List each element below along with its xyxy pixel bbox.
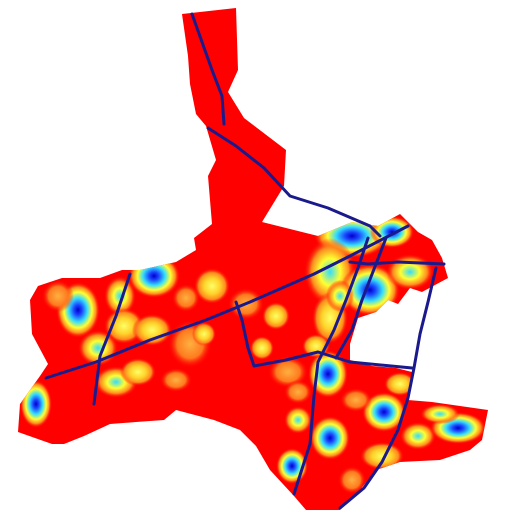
hotspot-yellow: [360, 442, 404, 470]
hotspot-yellow: [384, 372, 416, 396]
route-line: [206, 126, 382, 238]
hotspot-orange: [392, 300, 420, 320]
route-line: [348, 260, 446, 266]
hotspot-yellow: [250, 336, 274, 360]
hotspot-blue: [20, 380, 52, 428]
hotspot-cyan: [104, 276, 136, 316]
route-line: [44, 224, 410, 380]
hotspot-yellow: [194, 268, 230, 304]
route-network: [44, 12, 446, 510]
hotspot-cyan: [400, 422, 436, 450]
hotspot-cyan: [420, 404, 460, 424]
hotspot-orange: [42, 280, 74, 312]
route-line: [292, 236, 370, 496]
hotspot-blue: [128, 254, 180, 298]
hotspot-yellow: [192, 322, 216, 346]
route-line: [334, 236, 388, 360]
hotspot-orange: [338, 466, 366, 494]
route-line: [190, 12, 226, 126]
hotspot-yellow: [120, 358, 156, 386]
hotspot-cyan: [326, 280, 354, 312]
hotspot-blue: [362, 392, 406, 432]
hotspot-yellow: [132, 314, 172, 346]
hotspot-orange: [340, 388, 372, 412]
hotspot-cyan: [386, 254, 434, 290]
hotspot-yellow: [262, 302, 290, 330]
hotspot-orange: [284, 380, 312, 404]
hotspot-orange: [172, 284, 200, 312]
hotspot-blue: [310, 416, 350, 460]
route-line: [92, 272, 132, 406]
route-line: [338, 266, 438, 510]
route-line: [234, 300, 414, 370]
hotspot-orange: [160, 368, 192, 392]
hotspot-cyan: [284, 406, 312, 434]
